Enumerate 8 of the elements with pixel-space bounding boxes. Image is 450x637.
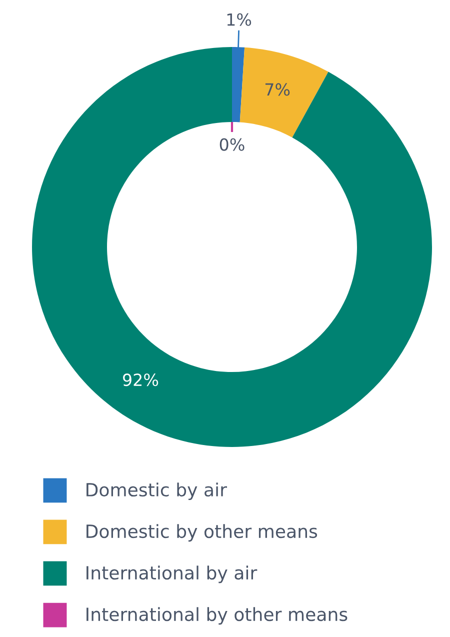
legend-label: International by other means — [86, 607, 348, 625]
data-label: 7% — [265, 83, 290, 96]
legend-label: Domestic by air — [86, 482, 227, 500]
data-label: 1% — [227, 13, 252, 26]
text: 0% — [220, 138, 244, 151]
legend-label: International by air — [86, 566, 258, 584]
data-label: 92% — [123, 374, 158, 386]
legend-label: Domestic by other means — [86, 524, 318, 542]
